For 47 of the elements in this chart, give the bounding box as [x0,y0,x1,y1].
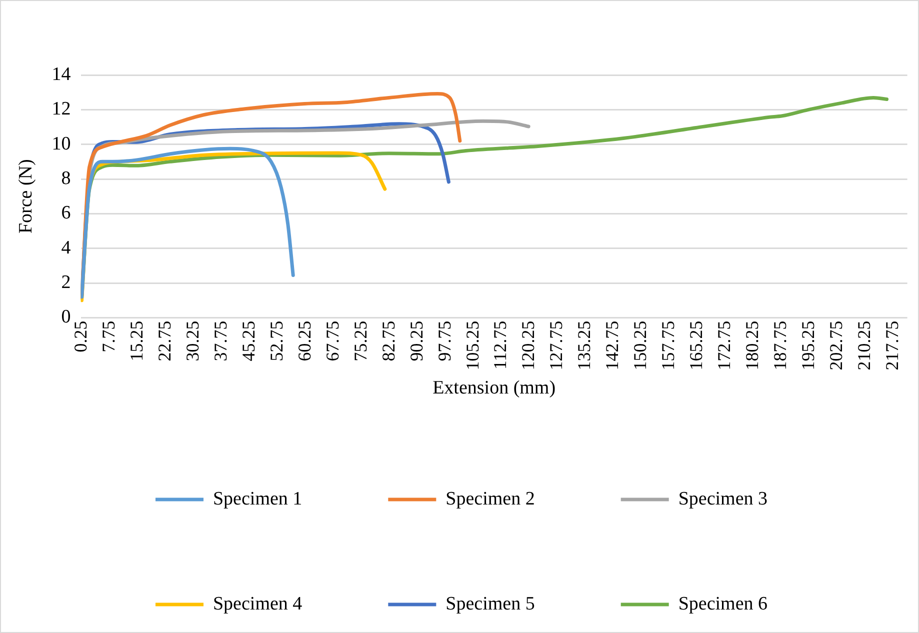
x-tick-label: 135.25 [574,320,594,370]
legend-label: Specimen 4 [212,593,303,614]
x-tick-label: 52.75 [266,320,286,362]
x-tick-label: 195.25 [798,320,818,370]
legend-label: Specimen 5 [446,593,535,614]
y-axis-title: Force (N) [15,159,36,234]
x-tick-label: 90.25 [406,320,426,362]
x-tick-label: 105.25 [462,320,482,370]
x-tick-label: 210.25 [854,320,874,370]
x-tick-label: 142.75 [602,320,622,370]
legend-label: Specimen 1 [212,488,302,510]
x-tick-label: 67.75 [322,320,342,362]
y-tick-label: 6 [61,202,71,224]
x-axis-title: Extension (mm) [432,378,556,399]
y-tick-label: 12 [52,98,71,120]
y-tick-label: 2 [61,272,71,294]
line-series [80,146,295,299]
x-tick-label: 37.75 [210,320,230,362]
legend-label: Specimen 3 [678,488,768,510]
x-tick-label: 127.75 [546,320,566,370]
x-tick-label: 217.75 [882,320,902,370]
x-tick-label: 112.75 [490,320,510,370]
x-tick-label: 97.75 [434,320,454,362]
x-tick-label: 60.25 [294,320,314,362]
x-tick-label: 172.75 [714,320,734,370]
x-tick-label: 0.25 [70,320,90,352]
x-tick-label: 45.25 [238,320,258,362]
x-tick-label: 22.75 [154,320,174,362]
x-tick-label: 15.25 [126,320,146,362]
x-tick-label: 202.75 [826,320,846,370]
x-tick-label: 7.75 [98,320,118,352]
legend-label: Specimen 6 [678,593,768,614]
y-tick-label: 0 [61,306,71,328]
x-tick-label: 150.25 [630,320,650,370]
x-tick-label: 30.25 [182,320,202,362]
y-tick-label: 4 [61,237,72,258]
y-tick-label: 10 [52,133,71,154]
legend-label: Specimen 2 [446,488,535,510]
x-tick-label: 180.25 [742,320,762,370]
y-tick-label: 8 [61,168,71,189]
x-tick-label: 157.75 [658,320,678,370]
x-tick-label: 165.25 [686,320,706,370]
y-tick-label: 14 [52,64,72,85]
x-tick-label: 187.75 [770,320,790,370]
x-tick-label: 82.75 [378,320,398,362]
x-tick-label: 75.25 [350,320,370,362]
x-tick-label: 120.25 [518,320,538,370]
